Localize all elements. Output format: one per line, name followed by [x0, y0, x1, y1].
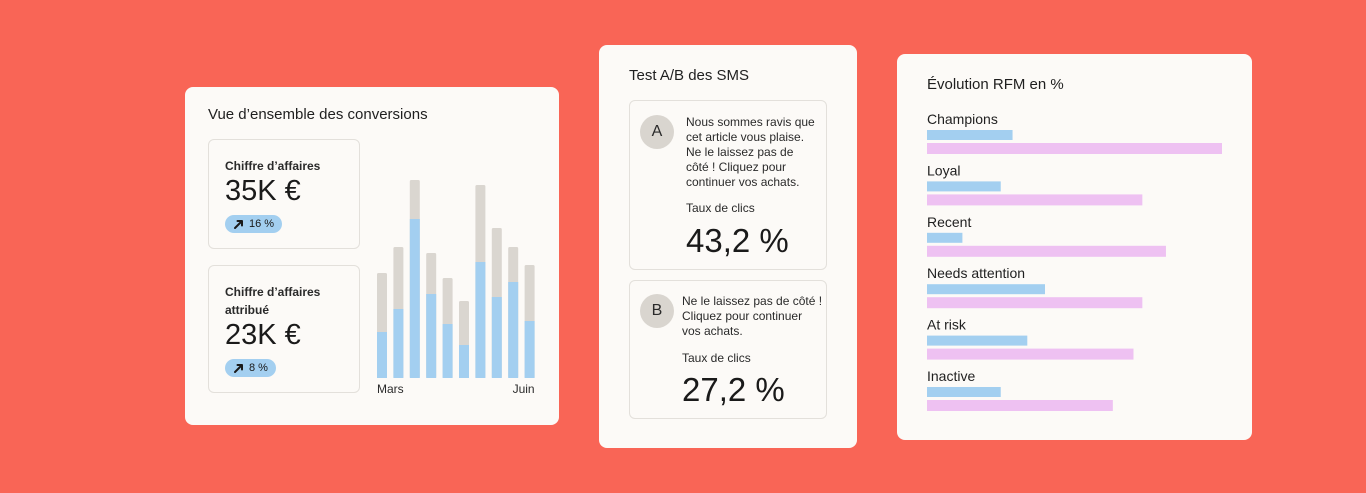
- sms-ab-test-card: Test A/B des SMS A Nous sommes ravis que…: [599, 45, 857, 448]
- rfm-category-label: Inactive: [927, 368, 975, 384]
- sms-test-title: Test A/B des SMS: [629, 67, 750, 84]
- variant-b-line: vos achats.: [682, 324, 743, 338]
- variant-a-avatar: A: [640, 115, 674, 149]
- attributed-change: 8 %: [249, 362, 268, 374]
- rfm-bar-pink: [927, 348, 1134, 360]
- variant-a-line: Nous sommes ravis que: [686, 115, 815, 129]
- rfm-bar-blue: [927, 181, 1001, 192]
- variant-a-line: côté ! Cliquez pour: [686, 160, 787, 174]
- rfm-bar-pink: [927, 194, 1143, 206]
- bar-value-0: [377, 332, 387, 378]
- rfm-bar-pink: [927, 400, 1113, 411]
- bar-value-8: [508, 282, 519, 378]
- rfm-bar-blue: [927, 130, 1013, 140]
- bar-value-2: [409, 219, 420, 378]
- attributed-change-badge: 8 %: [225, 359, 276, 377]
- bar-value-7: [491, 297, 502, 378]
- x-tick-label-start: Mars: [377, 382, 404, 396]
- variant-a-line: Ne le laissez pas de: [686, 145, 794, 159]
- conversions-title: Vue d’ensemble des conversions: [208, 106, 428, 123]
- rfm-bar-blue: [927, 284, 1045, 295]
- rfm-category-label: Recent: [927, 214, 971, 230]
- rfm-bar-pink: [927, 143, 1222, 154]
- rfm-category-label: Champions: [927, 111, 998, 127]
- variant-a-rate-label: Taux de clics: [686, 201, 755, 215]
- variant-a-message: Nous sommes ravis que cet article vous p…: [686, 115, 815, 190]
- bar-value-1: [393, 309, 404, 378]
- variant-a-line: cet article vous plaise.: [686, 130, 805, 144]
- revenue-value: 35K €: [225, 175, 301, 207]
- attributed-label-line2: attribué: [225, 303, 270, 317]
- revenue-change: 16 %: [249, 218, 275, 230]
- variant-b-rate-label: Taux de clics: [682, 351, 751, 365]
- variant-a-line: continuer vos achats.: [686, 175, 800, 189]
- rfm-category-label: Loyal: [927, 162, 960, 178]
- conversions-bar-chart: Mars Juin: [377, 180, 535, 396]
- variant-b-message: Ne le laissez pas de côté ! Cliquez pour…: [682, 294, 822, 339]
- trend-up-icon: [234, 220, 243, 229]
- variant-b-line: Cliquez pour continuer: [682, 309, 803, 323]
- variant-a-rate-value: 43,2 %: [686, 222, 789, 259]
- rfm-bar-chart: Champions Loyal Recent Needs attention At ri…: [927, 111, 1222, 411]
- rfm-bar-blue: [927, 387, 1001, 397]
- trend-up-icon: [234, 364, 243, 373]
- variant-a-panel: A Nous sommes ravis que cet article vous…: [629, 100, 827, 270]
- rfm-bar-pink: [927, 245, 1166, 257]
- rfm-title: Évolution RFM en %: [927, 76, 1064, 93]
- variant-b-rate-value: 27,2 %: [682, 371, 785, 408]
- attributed-metric: Chiffre d’affaires attribué 23K € 8 %: [208, 265, 360, 393]
- attributed-value: 23K €: [225, 319, 301, 351]
- variant-b-avatar: B: [640, 294, 674, 328]
- bar-value-4: [442, 324, 453, 378]
- revenue-change-badge: 16 %: [225, 215, 283, 233]
- rfm-bar-blue: [927, 335, 1028, 346]
- bar-value-3: [426, 294, 437, 378]
- rfm-category-label: Needs attention: [927, 265, 1025, 281]
- attributed-label-line1: Chiffre d’affaires: [225, 285, 321, 299]
- rfm-bar-pink: [927, 297, 1143, 309]
- bar-value-5: [459, 345, 469, 378]
- variant-b-panel: B Ne le laissez pas de côté ! Cliquez po…: [629, 280, 827, 419]
- rfm-category-label: At risk: [927, 317, 967, 333]
- revenue-label: Chiffre d’affaires: [225, 159, 321, 173]
- bar-value-6: [475, 262, 486, 378]
- rfm-bar-blue: [927, 232, 963, 243]
- bar-value-9: [524, 321, 535, 378]
- x-tick-label-end: Juin: [513, 382, 535, 396]
- variant-b-line: Ne le laissez pas de côté !: [682, 294, 823, 308]
- revenue-metric: Chiffre d’affaires 35K € 16 %: [208, 139, 360, 249]
